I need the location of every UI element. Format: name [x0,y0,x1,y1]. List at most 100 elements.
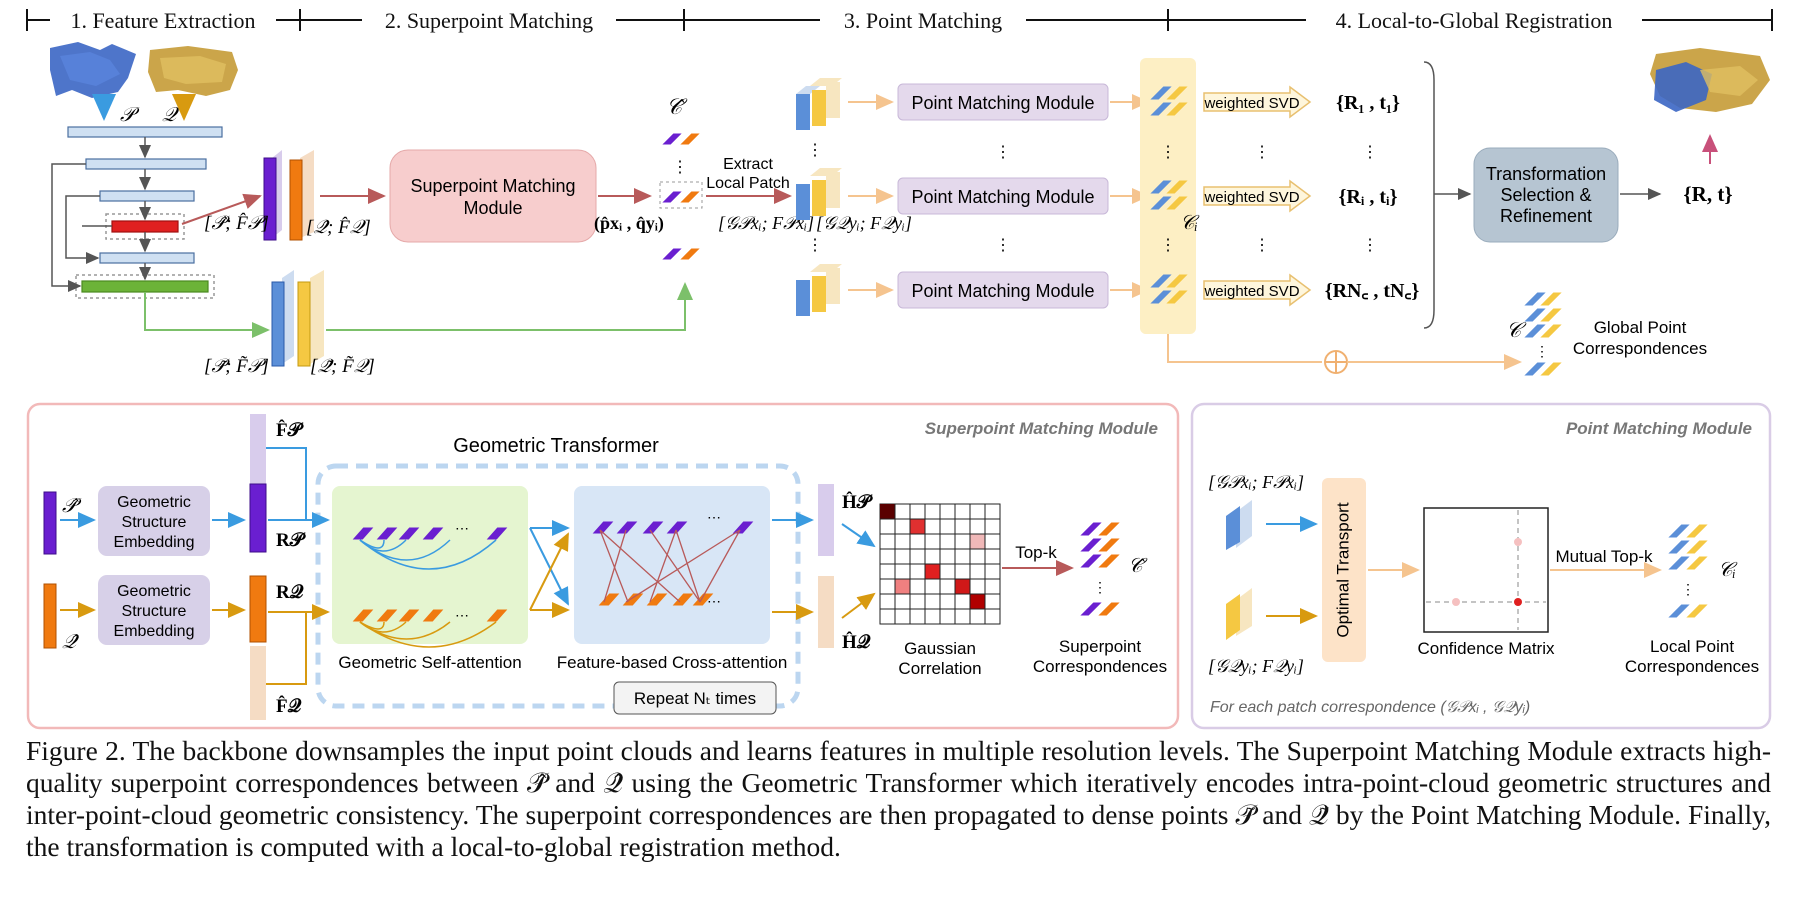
dots-ci-2: ⋮ [1160,237,1176,254]
bar-RQ [249,575,267,643]
self-attn-Q-tokens [352,609,508,622]
arrow-fine-to-patch [326,282,693,331]
superpoint-corr-output: ⋮ [1080,522,1120,616]
foreach-label: For each patch correspondence (𝒢𝒫xᵢ , 𝒢𝒬… [1210,699,1530,716]
sc-line1: Superpoint [1059,637,1142,656]
self-attn-label: Geometric Self-attention [338,653,521,672]
corr-cell-5 [955,579,970,594]
gauss-line2: Correlation [898,659,981,678]
backbone-arrows [51,137,151,292]
confidence-matrix [1423,507,1549,633]
tsr-line1: Transformation [1486,164,1606,184]
gse-box-Q [98,575,210,645]
fine-feature-stack [271,270,324,367]
registered-point-cloud-image [1650,48,1770,112]
self-q-token-2 [398,609,420,622]
extract-line1: Extract [723,156,773,173]
self-attn-arcs [359,539,497,648]
pmm-label-GxF: [𝒢𝒫xᵢ; F𝒫xᵢ] [1208,472,1304,492]
figure-caption: Figure 2. The backbone downsamples the i… [26,735,1771,862]
dots-R-2: ⋮ [1362,237,1378,254]
wsvd-3: weighted SVD [1203,283,1299,300]
self-p-token-1 [376,527,398,540]
cross-q-token-2 [646,593,668,606]
self-q-token-4 [486,609,508,622]
cross-p-token-3 [666,521,688,534]
self-q-token-0 [352,609,374,622]
stage-3-label: 3. Point Matching [844,8,1002,33]
input-hatQ-bar [43,583,57,649]
label-HP: Ĥ𝒫 [842,491,873,513]
gse-box-P [98,486,210,556]
pmm-row2-label: Point Matching Module [911,187,1094,207]
bar-HQ [818,576,834,648]
label-hatFP: F̂𝒫 [276,420,304,441]
self-to-cross-arrows [529,520,570,618]
label-RNc: {RN꜀ , tN꜀} [1325,280,1420,302]
dots-lpc: ⋮ [1681,581,1695,597]
topk-label: Top-k [1015,543,1057,562]
tsr-line2: Selection & [1500,185,1591,205]
corr-cell-2 [925,564,940,579]
dots-pmm-1: ⋮ [995,144,1011,161]
self-q-token-3 [422,609,444,622]
fine-feature-block [81,280,209,293]
label-pxqy: (p̂xᵢ , q̂yᵢ) [594,213,664,234]
self-q-token-1 [376,609,398,622]
transformer-dashed-frame [315,463,801,709]
cross-ellipsis-q: ⋯ [707,593,721,609]
gse-p-1: Geometric [117,494,191,511]
arrow-coarse-out [181,193,262,225]
smm-box-line2: Module [463,198,522,218]
coarse-feature-stack [263,150,314,241]
oplus-icon [1324,350,1348,374]
label-HQ: Ĥ𝒬 [842,631,871,653]
line-to-oplus [1167,334,1322,363]
local-corr-icons: ⋮ ⋮ [1150,86,1188,304]
self-attention-block [332,486,528,644]
bar-RP [249,483,267,553]
dots-hatC: ⋮ [672,159,688,176]
bar-hatFP [250,414,266,484]
mtk-label: Mutual Top-k [1555,547,1653,566]
smm-label-hatQ: 𝒬̂ [62,631,80,653]
transformation-selection-box [1473,147,1619,243]
corr-cell-0 [880,504,895,519]
corr-cell-6 [970,594,985,609]
pmm-row1-label: Point Matching Module [911,93,1094,113]
cm-match-dot [1514,598,1522,606]
label-hatC-top: 𝒞̂ [666,94,688,119]
cross-p-token-1 [616,521,638,534]
stage-2-label: 2. Superpoint Matching [385,8,593,33]
global-corr-stack: ⋮ [1524,292,1562,376]
local-corr-output: ⋮ [1668,524,1708,618]
dots-patch-1: ⋮ [807,142,823,159]
input-point-clouds [50,42,238,98]
weighted-svd-arrows: weighted SVD weighted SVD weighted SVD ⋮… [1203,85,1312,307]
label-Rt: {R, t} [1683,182,1732,206]
smm-panel-title: Superpoint Matching Module [925,419,1158,438]
pmm-label-GyF: [𝒢𝒬yᵢ; F𝒬yᵢ] [1208,656,1304,676]
gpc-line1: Global Point [1594,318,1687,337]
lpc-line2: Correspondences [1625,657,1759,676]
corr-cell-1 [910,519,925,534]
corr-cell-4 [970,534,985,549]
input-hatP-bar [43,491,57,555]
dots-R-1: ⋮ [1362,144,1378,161]
gpc-line2: Correspondences [1573,339,1707,358]
arrow-fine-out [144,292,270,338]
backbone-encoder [67,126,223,293]
gse-p-3: Embedding [114,534,195,551]
sc-line2: Correspondences [1033,657,1167,676]
self-ellipsis-p: ⋯ [455,520,469,536]
local-corr-column [1140,58,1196,334]
cross-attn-links [599,529,741,603]
self-p-token-0 [352,527,374,540]
label-hatFQ: F̂𝒬 [276,696,302,717]
lpc-line1: Local Point [1650,637,1734,656]
label-Ci-top: 𝒞ᵢ [1180,212,1200,234]
self-p-token-4 [486,527,508,540]
tsr-line3: Refinement [1500,206,1592,226]
dots-svd-1: ⋮ [1254,144,1270,161]
wsvd-1: weighted SVD [1203,95,1299,112]
